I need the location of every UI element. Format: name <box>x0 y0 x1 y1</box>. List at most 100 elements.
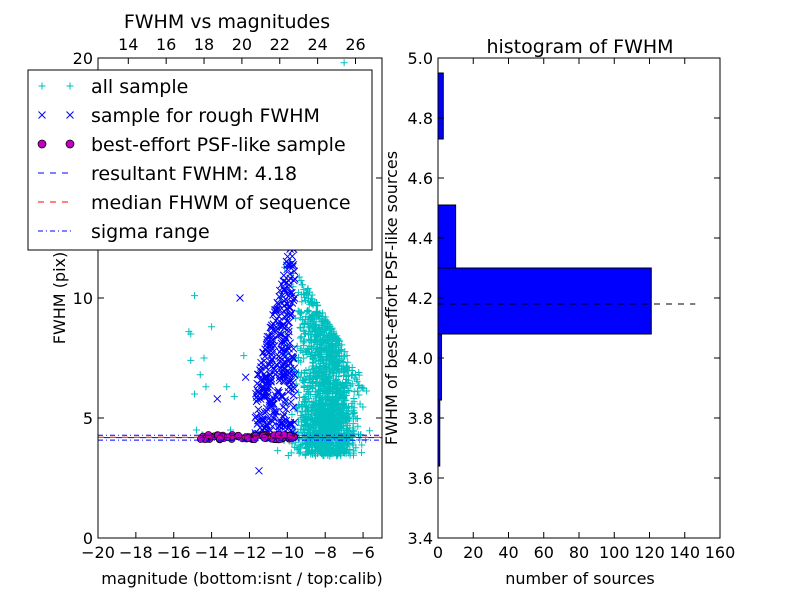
all-sample-point <box>312 427 320 435</box>
rough-sample-point <box>290 267 299 276</box>
all-sample-point <box>349 427 357 435</box>
rough-sample-point <box>260 408 269 417</box>
legend-handle-all-sample <box>38 82 46 90</box>
rough-sample-point <box>281 313 290 322</box>
all-sample-point <box>325 343 333 351</box>
all-sample-point <box>304 348 312 356</box>
all-sample-point <box>330 395 338 403</box>
rough-sample-point <box>252 389 260 398</box>
rough-sample-point <box>262 407 271 416</box>
rough-sample-point <box>275 322 284 331</box>
all-sample-point <box>309 354 317 362</box>
histogram-y-tick-label: 4.6 <box>408 169 433 188</box>
all-sample-point <box>306 388 314 396</box>
all-sample-point <box>357 383 365 391</box>
legend-label-psf-sample: best-effort PSF-like sample <box>91 134 346 156</box>
histogram-y-tick-label: 4.2 <box>408 289 433 308</box>
all-sample-point <box>342 362 350 370</box>
rough-sample-point <box>254 416 262 425</box>
all-sample-point <box>301 425 309 433</box>
rough-sample-point <box>288 288 296 297</box>
histogram-y-tick-label: 3.6 <box>408 469 433 488</box>
all-sample-point <box>311 419 319 427</box>
all-sample-point <box>192 426 200 434</box>
all-sample-point <box>329 369 337 377</box>
all-sample-point <box>348 364 356 372</box>
all-sample-point <box>321 424 329 432</box>
histogram-x-label: number of sources <box>505 569 655 588</box>
all-sample-point <box>347 371 355 379</box>
rough-sample-point <box>272 393 281 402</box>
legend-handles <box>37 82 75 232</box>
all-sample-point <box>314 350 322 358</box>
all-sample-point <box>319 318 327 326</box>
all-sample-point <box>305 375 313 383</box>
all-sample-point <box>330 417 338 425</box>
rough-sample-point <box>280 368 289 377</box>
all-sample-point <box>315 330 323 338</box>
all-sample-point <box>315 323 323 331</box>
all-sample-point <box>333 366 341 374</box>
all-sample-point <box>300 354 308 362</box>
all-sample-point <box>298 281 306 289</box>
all-sample-point <box>343 367 351 375</box>
histogram-x-tick-label: 140 <box>669 543 700 562</box>
rough-sample-point <box>289 403 298 412</box>
rough-sample-point <box>266 340 275 349</box>
all-sample-point <box>303 444 311 452</box>
all-sample-point <box>305 397 313 405</box>
legend-handle-rough-sample <box>66 111 74 119</box>
scatter-x-tick-label: −10 <box>270 543 304 562</box>
rough-sample-point <box>275 286 284 295</box>
rough-sample-point <box>278 392 286 400</box>
all-sample-point <box>321 324 329 332</box>
all-sample-point <box>298 298 306 306</box>
all-sample-point <box>323 430 331 438</box>
rough-sample-point <box>278 291 287 300</box>
all-sample-point <box>306 369 314 377</box>
all-sample-point <box>313 390 321 398</box>
all-sample-point <box>302 407 310 415</box>
all-sample-point <box>331 351 339 359</box>
all-sample-point <box>303 419 311 427</box>
all-sample-point <box>350 388 358 396</box>
all-sample-point <box>187 356 195 364</box>
rough-sample-point <box>280 377 289 386</box>
all-sample-point <box>308 447 316 455</box>
scatter-x-tick-label: −12 <box>233 543 267 562</box>
all-sample-point <box>320 381 328 389</box>
all-sample-point <box>296 323 304 331</box>
all-sample-point <box>326 449 334 457</box>
all-sample-point <box>319 402 327 410</box>
all-sample-point <box>191 390 199 398</box>
all-sample-point <box>308 383 316 391</box>
rough-sample-point <box>286 419 295 427</box>
all-sample-point <box>308 349 316 357</box>
all-sample-point <box>295 449 303 457</box>
all-sample-point <box>337 418 345 426</box>
all-sample-point <box>315 369 323 377</box>
scatter-chart: FWHM vs magnitudes −20 −18 −16 −14 −12 −10 −8−… <box>27 11 383 588</box>
rough-sample-point <box>256 410 265 419</box>
histogram-chart: histogram of FWHM 0 20 40 60 80 100 120 140 160 … <box>382 36 735 588</box>
rough-sample-point <box>267 329 275 338</box>
rough-sample-point <box>280 337 289 345</box>
all-sample-point <box>295 394 303 402</box>
rough-sample-point <box>241 373 250 382</box>
psf-sample-point <box>216 434 224 443</box>
legend-label-sigma-range: sigma range <box>91 221 210 243</box>
all-sample-point <box>313 449 321 457</box>
all-sample-point <box>187 330 195 338</box>
all-sample-point <box>337 426 345 434</box>
all-sample-points <box>185 59 374 460</box>
scatter-top-tick-label: 14 <box>118 35 138 54</box>
all-sample-point <box>307 299 315 307</box>
all-sample-point <box>362 387 370 395</box>
rough-sample-point <box>276 357 284 365</box>
all-sample-point <box>332 422 340 430</box>
rough-sample-point <box>281 333 289 342</box>
scatter-top-tick-label: 22 <box>270 35 290 54</box>
histogram-x-tick-label: 20 <box>463 543 483 562</box>
all-sample-point <box>323 443 331 451</box>
all-sample-point <box>306 324 314 332</box>
